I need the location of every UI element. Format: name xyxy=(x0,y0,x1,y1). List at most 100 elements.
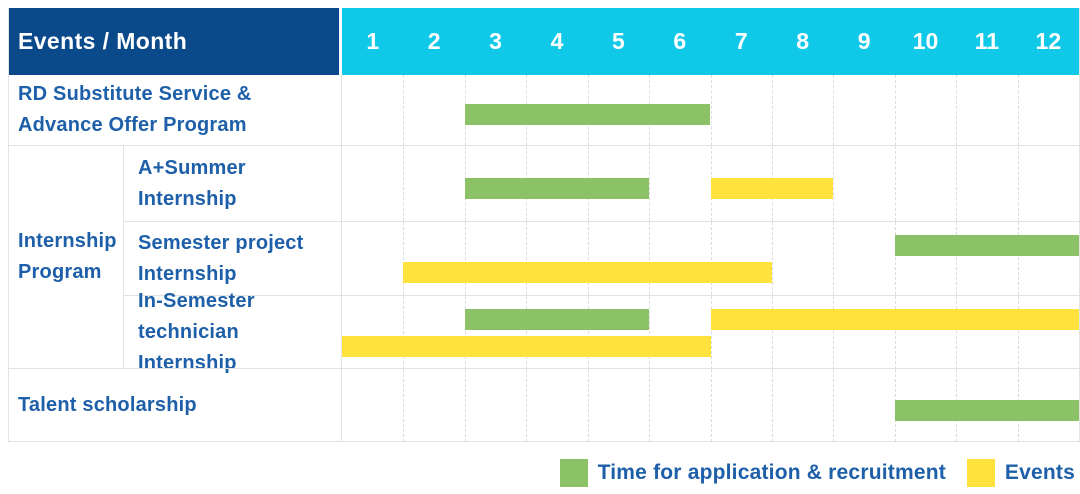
row-label-semester-project: Semester project Internship xyxy=(124,222,342,295)
month-gridline xyxy=(403,369,405,442)
month-gridline xyxy=(1017,146,1019,221)
timeline-rd-substitute xyxy=(342,75,1079,145)
month-gridline xyxy=(956,75,958,145)
month-header: 1 2 3 4 5 6 7 8 9 10 11 12 xyxy=(342,8,1079,75)
month-label: 1 xyxy=(366,28,380,54)
row-semester-project: Semester project Internship xyxy=(124,221,1079,295)
month-gridline xyxy=(956,146,958,221)
month-gridline xyxy=(587,296,589,369)
timeline-talent-scholarship xyxy=(342,369,1079,442)
internship-subrows: A+Summer Internship Semester project Int… xyxy=(124,146,1079,374)
group-label-line: Program xyxy=(18,261,102,283)
month-label: 12 xyxy=(1035,28,1062,54)
month-gridline xyxy=(771,369,773,442)
header-events-month-cell: Events / Month xyxy=(9,8,342,75)
row-label-in-semester-technician: In-Semester technician Internship xyxy=(124,290,342,374)
month-label: 10 xyxy=(912,28,939,54)
events-swatch-icon xyxy=(966,459,995,487)
month-gridline xyxy=(833,296,835,369)
month-label: 6 xyxy=(673,28,687,54)
legend-item-application: Time for application & recruitment xyxy=(559,459,946,487)
month-gridline xyxy=(833,369,835,442)
month-gridline xyxy=(894,75,896,145)
month-gridline xyxy=(894,222,896,295)
month-gridline xyxy=(464,222,466,295)
month-gridline xyxy=(894,146,896,221)
month-gridline xyxy=(833,75,835,145)
month-gridline xyxy=(710,75,712,145)
event-bar xyxy=(710,309,1079,330)
month-gridline xyxy=(710,369,712,442)
event-bar xyxy=(710,177,834,199)
month-gridline xyxy=(526,369,528,442)
legend-item-events: Events xyxy=(966,459,1075,487)
month-gridline xyxy=(771,222,773,295)
month-gridline xyxy=(771,296,773,369)
month-gridline xyxy=(956,296,958,369)
table-header-row: Events / Month 1 2 3 4 5 6 7 8 9 10 11 12 xyxy=(9,8,1079,75)
month-gridline xyxy=(526,296,528,369)
month-gridline xyxy=(833,146,835,221)
row-label-rd-substitute: RD Substitute Service & Advance Offer Pr… xyxy=(9,75,342,145)
application-bar xyxy=(894,235,1079,256)
row-label-line: Semester project xyxy=(138,231,304,254)
month-gridline xyxy=(1017,222,1019,295)
row-label-line: Internship xyxy=(138,262,237,285)
month-label: 7 xyxy=(734,28,748,54)
event-bar xyxy=(342,336,711,357)
legend: Time for application & recruitment Event… xyxy=(559,459,1075,487)
month-gridline xyxy=(710,222,712,295)
month-gridline xyxy=(649,146,651,221)
row-rd-substitute: RD Substitute Service & Advance Offer Pr… xyxy=(9,75,1079,145)
month-label: 5 xyxy=(612,28,625,54)
month-gridline xyxy=(771,75,773,145)
legend-label-application: Time for application & recruitment xyxy=(597,461,946,484)
application-swatch-icon xyxy=(559,459,588,487)
month-gridline xyxy=(894,296,896,369)
row-label-talent-scholarship: Talent scholarship xyxy=(9,369,342,442)
row-label-line: RD Substitute Service & xyxy=(18,83,252,105)
timeline-semester-project xyxy=(342,222,1079,295)
month-gridline xyxy=(526,222,528,295)
month-gridline xyxy=(403,222,405,295)
month-label: 3 xyxy=(489,28,502,54)
row-label-line: A+Summer xyxy=(138,156,246,179)
legend-label-events: Events xyxy=(1004,461,1075,484)
month-gridline xyxy=(464,296,466,369)
application-bar xyxy=(894,399,1079,421)
month-gridline xyxy=(649,369,651,442)
month-label: 4 xyxy=(550,28,564,54)
timeline-in-semester-technician xyxy=(342,296,1079,369)
event-bar xyxy=(403,262,772,283)
month-gridline xyxy=(587,222,589,295)
month-gridline xyxy=(403,146,405,221)
group-label-internship-program: Internship Program xyxy=(9,146,124,368)
row-label-a-plus-summer: A+Summer Internship xyxy=(124,146,342,221)
month-gridline xyxy=(649,222,651,295)
header-events-month-label: Events / Month xyxy=(18,28,188,54)
row-talent-scholarship: Talent scholarship xyxy=(9,368,1079,442)
month-gridline xyxy=(587,369,589,442)
timeline-a-plus-summer xyxy=(342,146,1079,221)
row-in-semester-technician: In-Semester technician Internship xyxy=(124,290,1079,374)
month-gridline xyxy=(833,222,835,295)
month-gridline xyxy=(956,222,958,295)
month-label: 8 xyxy=(796,28,810,54)
row-label-line: Internship xyxy=(138,187,237,210)
month-gridline xyxy=(403,296,405,369)
month-label: 11 xyxy=(974,28,1000,54)
application-bar xyxy=(464,177,650,199)
events-month-table: Events / Month 1 2 3 4 5 6 7 8 9 10 11 12 RD Substi… xyxy=(8,8,1080,442)
month-gridline xyxy=(649,296,651,369)
row-group-internship-program: Internship Program A+Summer Internship S… xyxy=(9,145,1079,374)
row-label-line: In-Semester xyxy=(138,290,255,312)
row-label-line: Advance Offer Program xyxy=(18,114,247,136)
month-gridline xyxy=(710,296,712,369)
group-label-line: Internship xyxy=(18,230,117,252)
row-a-plus-summer: A+Summer Internship xyxy=(124,146,1079,221)
month-gridline xyxy=(464,369,466,442)
month-label: 9 xyxy=(857,28,871,54)
month-gridline xyxy=(403,75,405,145)
application-bar xyxy=(464,309,650,330)
